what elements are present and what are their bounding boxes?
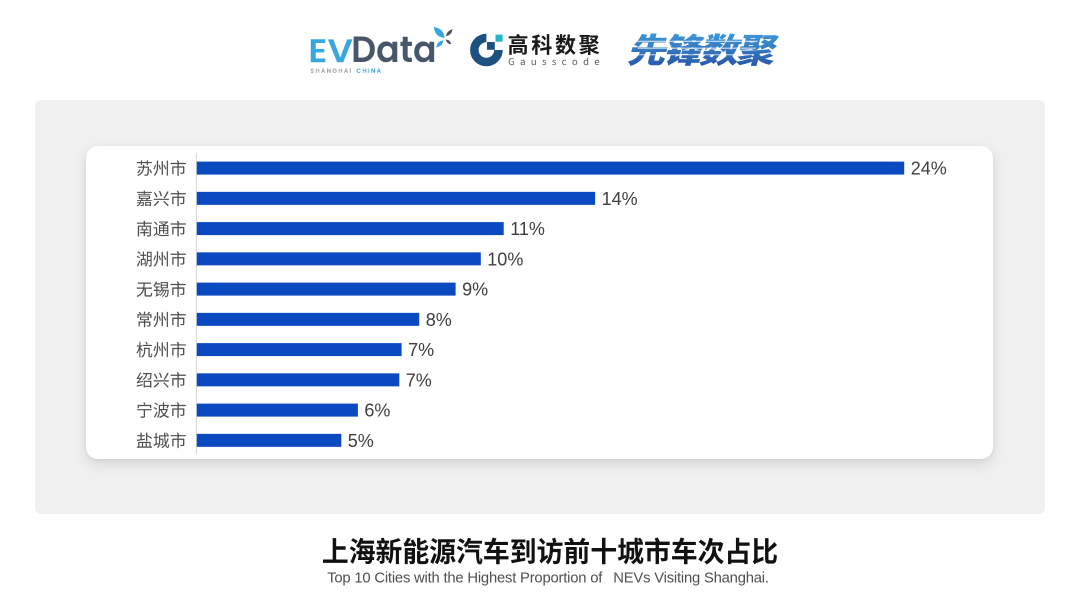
svg-text:5%: 5% xyxy=(348,431,374,451)
svg-text:9%: 9% xyxy=(462,280,488,300)
svg-text:24%: 24% xyxy=(911,159,947,179)
svg-text:Top 10 Cities with the Highest: Top 10 Cities with the Highest Proportio… xyxy=(327,571,769,587)
svg-text:6%: 6% xyxy=(364,401,390,421)
svg-text:14%: 14% xyxy=(602,189,638,209)
svg-text:11%: 11% xyxy=(510,219,545,239)
svg-text:7%: 7% xyxy=(406,370,432,390)
svg-text:8%: 8% xyxy=(426,310,452,330)
svg-text:10%: 10% xyxy=(487,249,523,269)
svg-text:7%: 7% xyxy=(408,340,434,360)
